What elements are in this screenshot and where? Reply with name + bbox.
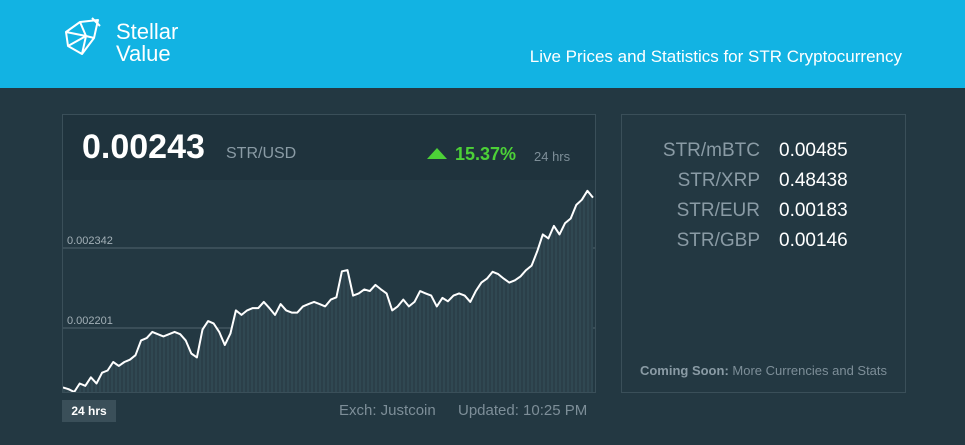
exchange-label: Exch: Justcoin: [339, 402, 436, 419]
stat-row-eur: STR/EUR 0.00183: [622, 200, 905, 230]
stat-value: 0.00485: [779, 140, 848, 161]
stat-value: 0.48438: [779, 170, 848, 191]
price-chart-panel: 0.00243 STR/USD 15.37% 24 hrs 0.002342 0.…: [62, 114, 596, 393]
stat-row-xrp: STR/XRP 0.48438: [622, 170, 905, 200]
logo-wordmark[interactable]: Stellar Value: [116, 21, 178, 65]
coming-soon-label: Coming Soon:: [639, 363, 729, 378]
price-summary: 0.00243 STR/USD 15.37% 24 hrs: [63, 115, 595, 180]
price-area: [63, 190, 593, 392]
coming-soon-text: More Currencies and Stats: [732, 363, 888, 378]
stat-value: 0.00146: [779, 230, 848, 251]
stat-label: STR/GBP: [676, 230, 760, 251]
updated-time: Updated: 10:25 PM: [458, 402, 588, 419]
price-change-period: 24 hrs: [534, 149, 571, 164]
stat-label: STR/mBTC: [662, 140, 760, 161]
logo-line-1: Stellar: [116, 19, 179, 44]
range-24hrs-button[interactable]: 24 hrs: [62, 400, 116, 422]
stat-row-mbtc: STR/mBTC 0.00485: [622, 140, 905, 170]
stat-label: STR/EUR: [676, 200, 760, 221]
logo-line-2: Value: [116, 41, 171, 66]
conversion-stats-panel: STR/mBTC 0.00485 STR/XRP 0.48438 STR/EUR…: [621, 114, 906, 393]
site-header: Stellar Value Live Prices and Statistics…: [0, 0, 965, 88]
price-pair: STR/USD: [226, 145, 297, 162]
price-line: [63, 189, 594, 392]
price-change: 15.37%: [455, 144, 517, 164]
price-chart[interactable]: 0.002342 0.002201: [63, 180, 595, 392]
coming-soon-note: Coming Soon: More Currencies and Stats: [622, 363, 905, 378]
stat-row-gbp: STR/GBP 0.00146: [622, 230, 905, 260]
current-price: 0.00243: [82, 128, 205, 166]
stat-value: 0.00183: [779, 200, 848, 221]
y-tick-label: 0.002342: [67, 235, 113, 247]
stat-label: STR/XRP: [677, 170, 760, 191]
stellar-logo-icon[interactable]: [62, 16, 106, 60]
up-triangle-icon: [427, 148, 447, 159]
site-tagline: Live Prices and Statistics for STR Crypt…: [529, 47, 902, 66]
y-tick-label: 0.002201: [67, 315, 113, 327]
